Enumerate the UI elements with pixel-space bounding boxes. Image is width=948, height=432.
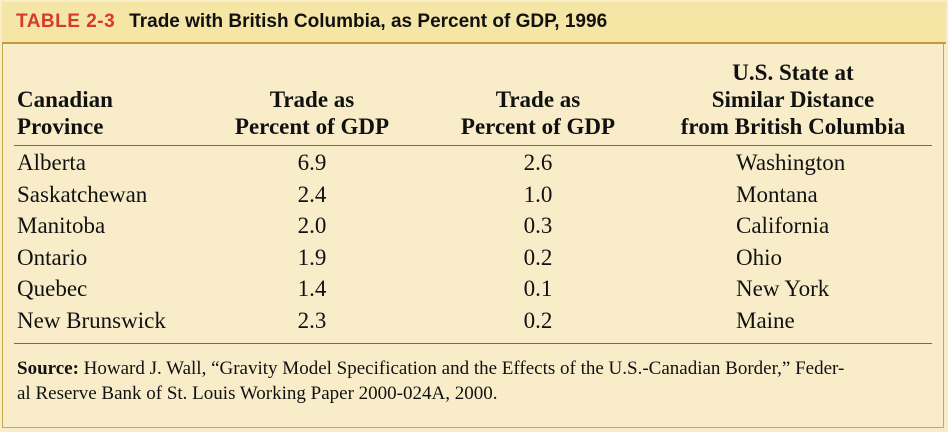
header-trade-pct-us: Trade as Percent of GDP bbox=[452, 86, 624, 140]
table-title: Trade with British Columbia, as Percent … bbox=[129, 11, 608, 32]
us-trade-pct-cell: 0.2 bbox=[523, 308, 553, 333]
header-line: Percent of GDP bbox=[460, 114, 616, 139]
source-note: Source: Howard J. Wall, “Gravity Model S… bbox=[17, 356, 932, 406]
province-cell: Saskatchewan bbox=[17, 182, 148, 207]
table-title-bar: TABLE 2-3 Trade with British Columbia, a… bbox=[2, 2, 946, 44]
table-row: Saskatchewan 2.4 1.0 Montana bbox=[0, 179, 948, 210]
table-row: Quebec 1.4 0.1 New York bbox=[0, 273, 948, 304]
header-divider bbox=[14, 145, 932, 146]
table-row: Manitoba 2.0 0.3 California bbox=[0, 210, 948, 241]
province-cell: Ontario bbox=[17, 245, 88, 270]
us-trade-pct-cell: 2.6 bbox=[523, 150, 553, 175]
header-line: Canadian bbox=[17, 87, 113, 112]
table-row: Alberta 6.9 2.6 Washington bbox=[0, 147, 948, 178]
header-us-state: U.S. State at Similar Distance from Brit… bbox=[668, 59, 918, 140]
source-text-2: al Reserve Bank of St. Louis Working Pap… bbox=[17, 383, 498, 404]
province-cell: Manitoba bbox=[17, 213, 106, 238]
province-cell: New Brunswick bbox=[17, 308, 166, 333]
header-line: Trade as bbox=[269, 87, 355, 112]
trade-pct-cell: 2.3 bbox=[297, 308, 327, 333]
table-number-label: TABLE 2-3 bbox=[16, 11, 116, 32]
us-trade-pct-cell: 1.0 bbox=[523, 182, 553, 207]
header-line: U.S. State at bbox=[732, 60, 854, 85]
us-trade-pct-cell: 0.3 bbox=[523, 213, 553, 238]
header-line: Similar Distance bbox=[711, 87, 875, 112]
us-state-cell: Montana bbox=[736, 182, 818, 207]
header-line: Trade as bbox=[495, 87, 581, 112]
source-label: Source: bbox=[17, 358, 79, 379]
source-line-1: Source: Howard J. Wall, “Gravity Model S… bbox=[17, 356, 932, 381]
trade-pct-cell: 2.0 bbox=[297, 213, 327, 238]
us-trade-pct-cell: 0.2 bbox=[523, 245, 553, 270]
header-canadian-province: Canadian Province bbox=[17, 86, 113, 140]
header-line: from British Columbia bbox=[680, 114, 906, 139]
us-state-cell: Maine bbox=[736, 308, 795, 333]
us-trade-pct-cell: 0.1 bbox=[523, 276, 553, 301]
province-cell: Alberta bbox=[17, 150, 86, 175]
header-line: Percent of GDP bbox=[234, 114, 390, 139]
province-cell: Quebec bbox=[17, 276, 88, 301]
header-trade-pct-canada: Trade as Percent of GDP bbox=[226, 86, 398, 140]
us-state-cell: California bbox=[736, 213, 830, 238]
us-state-cell: New York bbox=[736, 276, 830, 301]
trade-pct-cell: 1.4 bbox=[297, 276, 327, 301]
trade-pct-cell: 1.9 bbox=[297, 245, 327, 270]
trade-pct-cell: 6.9 bbox=[297, 150, 327, 175]
header-line: Province bbox=[17, 114, 104, 139]
us-state-cell: Ohio bbox=[736, 245, 782, 270]
table-row: Ontario 1.9 0.2 Ohio bbox=[0, 242, 948, 273]
table-row: New Brunswick 2.3 0.2 Maine bbox=[0, 305, 948, 336]
source-text-1: Howard J. Wall, “Gravity Model Specifica… bbox=[83, 358, 845, 379]
table-bottom-divider bbox=[14, 343, 932, 344]
trade-pct-cell: 2.4 bbox=[297, 182, 327, 207]
us-state-cell: Washington bbox=[736, 150, 846, 175]
